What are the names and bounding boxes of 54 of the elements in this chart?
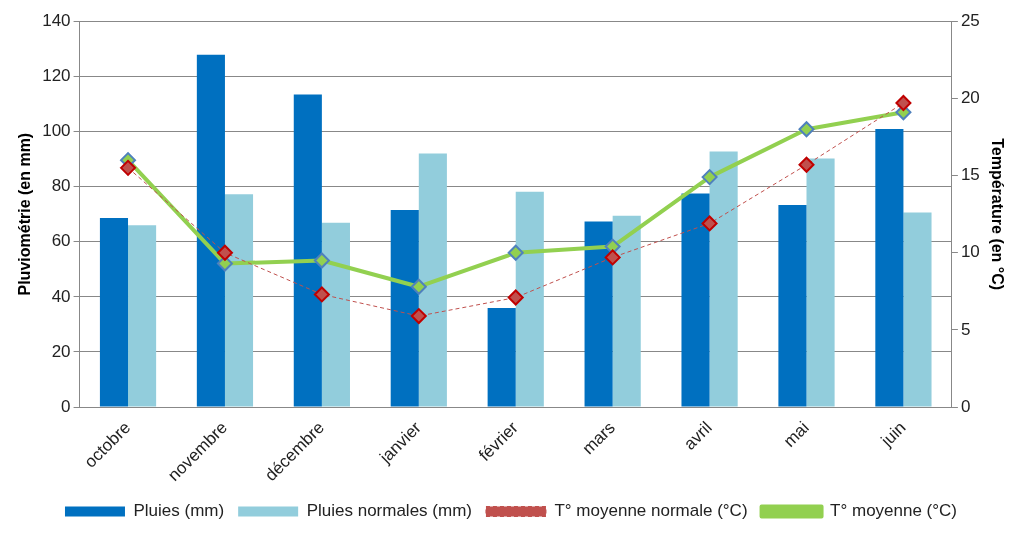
- bar: [321, 222, 350, 407]
- x-tick-label: mai: [779, 418, 813, 451]
- legend-label: Pluies (mm): [133, 501, 225, 521]
- y2-tick-label: 15: [960, 165, 980, 185]
- bar: [418, 153, 447, 407]
- bar: [224, 194, 254, 407]
- y2-tick-label: 5: [960, 319, 971, 339]
- bar: [903, 212, 932, 407]
- y2-tick-label: 0: [960, 396, 971, 416]
- y-tick-label: 100: [42, 121, 71, 141]
- point: [798, 121, 815, 138]
- y-tick-label: 60: [51, 231, 71, 251]
- point: [120, 159, 137, 176]
- point: [604, 249, 621, 266]
- bar: [487, 307, 516, 407]
- legend-label: T° moyenne (°C): [830, 501, 958, 521]
- y-tick-label: 140: [42, 10, 71, 30]
- point: [313, 252, 330, 269]
- point: [507, 289, 524, 306]
- y2-tick-label: 10: [960, 242, 980, 262]
- bar: [196, 54, 225, 407]
- point: [313, 286, 330, 303]
- point: [701, 215, 718, 232]
- point: [410, 308, 427, 325]
- bar: [681, 193, 710, 407]
- bar: [806, 158, 835, 407]
- bar: [875, 128, 904, 407]
- bar: [612, 215, 641, 407]
- y-tick-label: 80: [51, 176, 71, 196]
- point: [507, 244, 524, 261]
- bar: [390, 210, 419, 407]
- bar: [128, 225, 157, 407]
- point: [216, 244, 233, 261]
- y-tick-label: 120: [42, 66, 71, 86]
- bar: [709, 151, 738, 407]
- y-tick-label: 0: [61, 396, 71, 416]
- point: [701, 169, 718, 186]
- x-tick-label: juin: [876, 418, 910, 451]
- bar: [99, 218, 129, 407]
- point: [410, 278, 427, 295]
- bar: [584, 221, 613, 407]
- bar: [293, 94, 322, 407]
- point: [895, 95, 912, 112]
- y2-tick-label: 20: [960, 88, 980, 108]
- bar: [515, 191, 544, 407]
- y2-tick-label: 25: [960, 10, 980, 30]
- y-tick-label: 20: [51, 341, 71, 361]
- point: [798, 156, 815, 173]
- y-axis-title: Pluviométrie (en mm): [16, 132, 34, 296]
- y-tick-label: 40: [51, 286, 71, 306]
- legend-label: Pluies normales (mm): [306, 501, 472, 521]
- bar: [778, 205, 807, 407]
- y2-axis-title: Température (en °C): [988, 138, 1006, 291]
- legend-label: T° moyenne normale (°C): [554, 501, 748, 521]
